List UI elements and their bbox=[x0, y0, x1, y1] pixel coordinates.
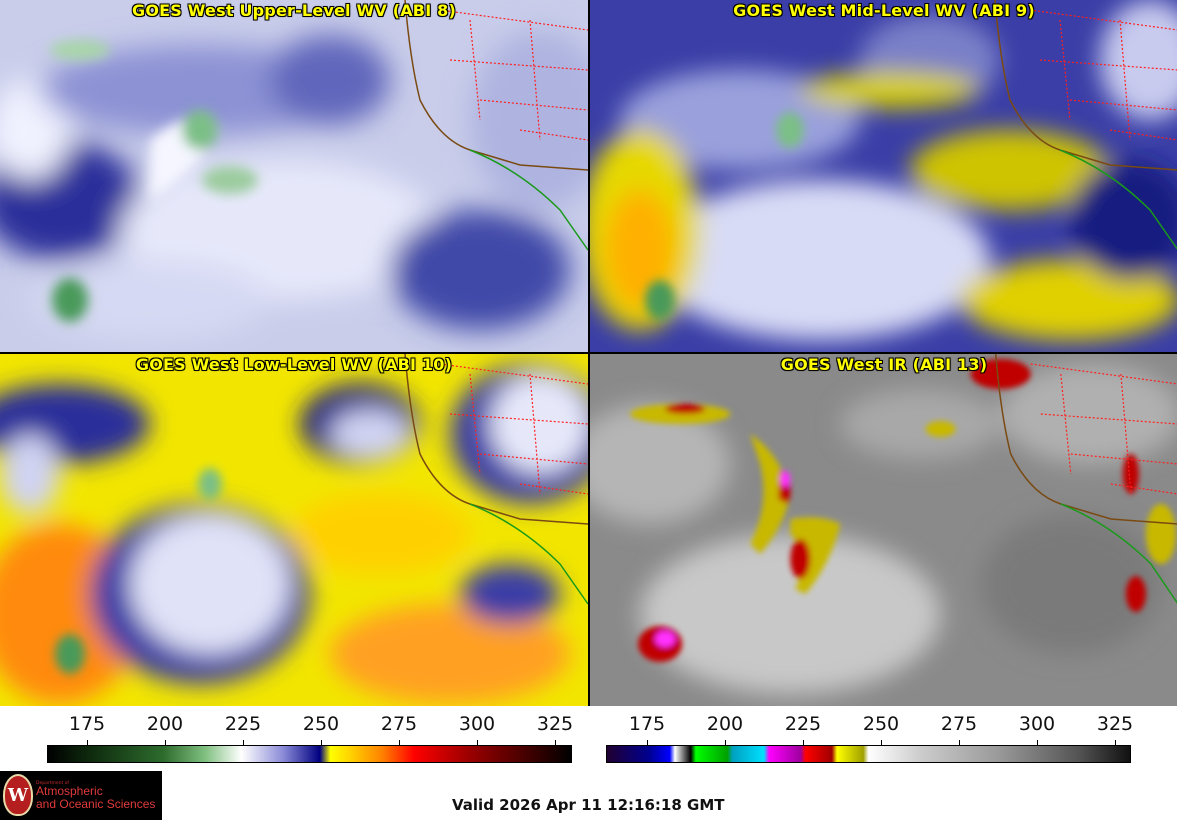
tick-label: 300 bbox=[458, 713, 496, 735]
tick-label: 325 bbox=[1096, 713, 1134, 735]
panel-divider-horizontal bbox=[0, 352, 1177, 354]
tick-label: 225 bbox=[224, 713, 262, 735]
tick-mark bbox=[803, 740, 804, 746]
logo-dept-line1: Atmospheric bbox=[36, 784, 103, 798]
tick-mark bbox=[243, 740, 244, 746]
tick-label: 175 bbox=[628, 713, 666, 735]
panel-low-level-wv: GOES West Low-Level WV (ABI 10) bbox=[0, 354, 588, 706]
tick-mark bbox=[647, 740, 648, 746]
tick-mark bbox=[1115, 740, 1116, 746]
tick-mark bbox=[725, 740, 726, 746]
tick-mark bbox=[881, 740, 882, 746]
ir-image bbox=[590, 354, 1177, 706]
tick-label: 300 bbox=[1018, 713, 1056, 735]
panel-title: GOES West Upper-Level WV (ABI 8) bbox=[132, 1, 456, 20]
ir-colorbar-gradient bbox=[606, 745, 1131, 763]
tick-mark bbox=[321, 740, 322, 746]
panel-mid-level-wv: GOES West Mid-Level WV (ABI 9) bbox=[590, 0, 1177, 352]
tick-label: 200 bbox=[146, 713, 184, 735]
wv-colorbar: 175 200 225 250 275 300 325 bbox=[47, 708, 574, 768]
logo-dept-small: Department of bbox=[36, 781, 69, 786]
tick-label: 250 bbox=[862, 713, 900, 735]
panel-title: GOES West IR (ABI 13) bbox=[780, 355, 988, 374]
panel-title: GOES West Low-Level WV (ABI 10) bbox=[135, 355, 453, 374]
tick-label: 325 bbox=[536, 713, 574, 735]
ir-colorbar: 175 200 225 250 275 300 325 bbox=[606, 708, 1134, 768]
valid-time: Valid 2026 Apr 11 12:16:18 GMT bbox=[452, 796, 725, 814]
tick-label: 250 bbox=[302, 713, 340, 735]
tick-mark bbox=[555, 740, 556, 746]
panel-title: GOES West Mid-Level WV (ABI 9) bbox=[733, 1, 1035, 20]
logo-dept-line2: and Oceanic Sciences bbox=[36, 797, 156, 811]
tick-label: 275 bbox=[940, 713, 978, 735]
tick-label: 200 bbox=[706, 713, 744, 735]
uw-seal-icon: W bbox=[3, 774, 33, 816]
panel-upper-level-wv: GOES West Upper-Level WV (ABI 8) bbox=[0, 0, 588, 352]
wv-colorbar-ticks: 175 200 225 250 275 300 325 bbox=[47, 708, 574, 746]
tick-label: 225 bbox=[784, 713, 822, 735]
tick-mark bbox=[959, 740, 960, 746]
tick-label: 175 bbox=[68, 713, 106, 735]
wv-colorbar-gradient bbox=[47, 745, 572, 763]
mid-level-wv-image bbox=[590, 0, 1177, 352]
tick-mark bbox=[1037, 740, 1038, 746]
ir-colorbar-ticks: 175 200 225 250 275 300 325 bbox=[606, 708, 1134, 746]
tick-mark bbox=[477, 740, 478, 746]
tick-mark bbox=[399, 740, 400, 746]
panel-ir: GOES West IR (ABI 13) bbox=[590, 354, 1177, 706]
upper-level-wv-image bbox=[0, 0, 588, 352]
aos-logo[interactable]: W Department of Atmospheric and Oceanic … bbox=[0, 771, 162, 820]
tick-mark bbox=[165, 740, 166, 746]
seal-letter: W bbox=[7, 785, 29, 806]
logo-dept-name: Atmospheric and Oceanic Sciences bbox=[36, 785, 155, 811]
low-level-wv-image bbox=[0, 354, 588, 706]
tick-label: 275 bbox=[380, 713, 418, 735]
tick-mark bbox=[87, 740, 88, 746]
